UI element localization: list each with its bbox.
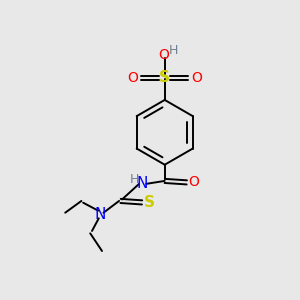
- Text: N: N: [137, 176, 148, 191]
- Text: S: S: [144, 195, 154, 210]
- Text: H: H: [130, 172, 139, 186]
- Text: O: O: [158, 48, 169, 62]
- Text: N: N: [95, 207, 106, 222]
- Text: S: S: [159, 70, 170, 86]
- Text: O: O: [191, 71, 202, 85]
- Text: O: O: [188, 176, 199, 189]
- Text: H: H: [168, 44, 178, 57]
- Text: O: O: [128, 71, 138, 85]
